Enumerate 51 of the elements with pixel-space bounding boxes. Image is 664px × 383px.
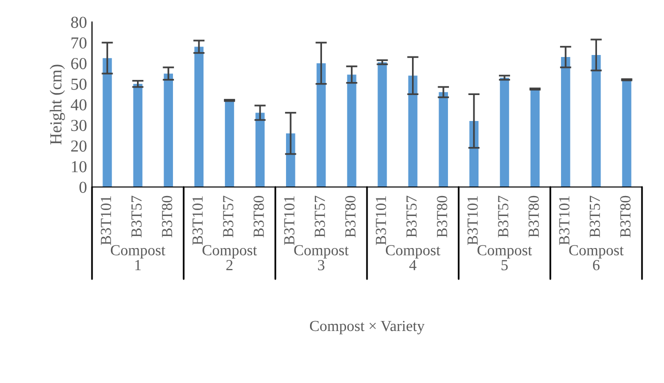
x-tick-label: B3T80 [436, 196, 448, 238]
x-tick-label: B3T80 [162, 196, 172, 238]
y-tick-label: 0 [79, 182, 87, 193]
y-tick-label: 50 [71, 78, 87, 90]
y-tick-label: 30 [71, 120, 87, 132]
bar [102, 58, 112, 187]
y-tick-label: 20 [71, 140, 87, 152]
x-tick-label: B3T57 [590, 196, 600, 238]
y-tick-label: 80 [71, 16, 87, 28]
x-tick-label: B3T101 [559, 196, 570, 245]
x-tick-label: B3T57 [314, 196, 325, 238]
y-axis-title: Height (cm) [50, 64, 65, 145]
bar [316, 63, 326, 187]
text: Compost 2 [202, 245, 257, 270]
x-tick-label: B3T57 [498, 196, 508, 238]
text: Compost 5 [478, 245, 532, 270]
text: Compost 4 [386, 245, 440, 270]
x-axis-title: Compost × Variety [310, 320, 425, 334]
x-tick-label: B3T101 [284, 196, 294, 245]
bar [622, 80, 632, 187]
text: Compost 6 [569, 245, 624, 270]
x-tick-label: B3T80 [254, 196, 264, 238]
bar [164, 74, 173, 187]
bar [530, 89, 540, 187]
text: Compost 1 [110, 245, 166, 270]
bar [347, 74, 356, 187]
y-tick-label: 10 [72, 161, 87, 172]
x-tick-label: B3T80 [345, 196, 356, 238]
x-tick-label: B3T57 [223, 196, 234, 238]
bar [500, 78, 510, 187]
bar [255, 112, 265, 187]
x-tick-label: B3T57 [131, 196, 142, 238]
bar [378, 62, 387, 187]
bar [194, 46, 204, 187]
bar [561, 57, 570, 187]
y-tick-label: 70 [72, 37, 87, 49]
bar [438, 92, 448, 187]
x-tick-label: B3T101 [100, 196, 112, 245]
x-tick-label: B3T101 [467, 196, 478, 245]
x-tick-label: B3T80 [620, 196, 631, 238]
x-tick-label: B3T57 [406, 196, 417, 238]
bar [133, 84, 142, 187]
bar [224, 100, 234, 187]
bar [408, 76, 418, 187]
y-tick-label: 40 [70, 99, 87, 110]
x-tick-label: B3T101 [192, 196, 203, 245]
x-tick-label: B3T80 [528, 196, 539, 238]
bar [592, 55, 601, 187]
text: Compost 3 [294, 245, 349, 270]
x-tick-label: B3T101 [376, 196, 386, 245]
y-tick-label: 60 [71, 58, 87, 70]
